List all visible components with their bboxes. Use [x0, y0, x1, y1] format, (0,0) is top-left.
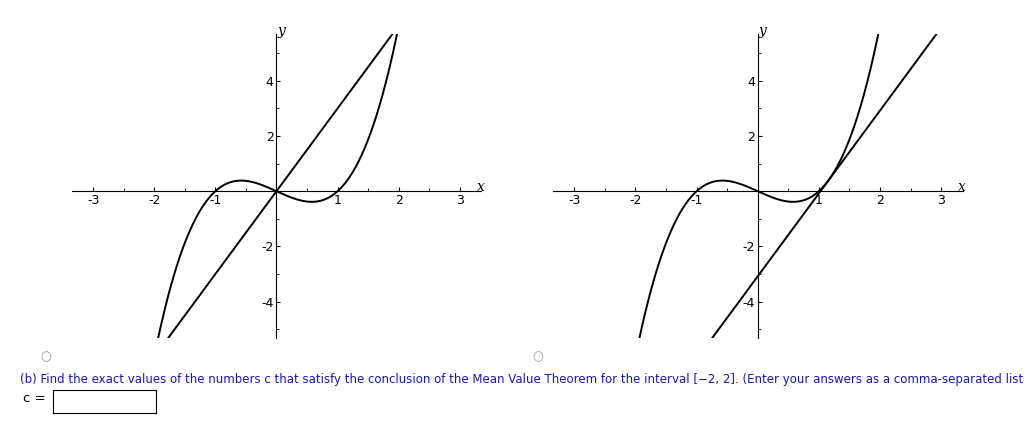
Text: y: y [278, 24, 286, 38]
Text: ○: ○ [41, 350, 51, 363]
Text: c =: c = [23, 392, 45, 405]
Text: x: x [477, 180, 485, 194]
Text: ○: ○ [532, 350, 543, 363]
Text: (b) Find the exact values of the numbers c that satisfy the conclusion of the Me: (b) Find the exact values of the numbers… [20, 373, 1024, 387]
Text: x: x [958, 180, 967, 194]
Text: y: y [759, 24, 767, 38]
